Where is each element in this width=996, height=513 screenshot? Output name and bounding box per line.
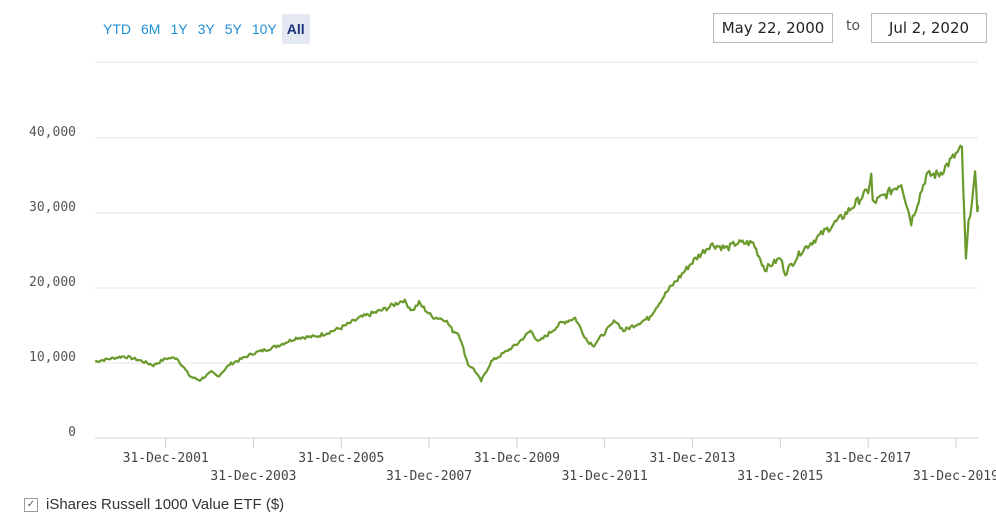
x-tick-label: 31-Dec-2013 [649, 451, 735, 466]
legend-label: iShares Russell 1000 Value ETF ($) [46, 496, 285, 513]
grid-lines [95, 61, 978, 439]
y-tick-label: 20,000 [29, 275, 76, 290]
x-tick-label: 31-Dec-2009 [474, 451, 560, 466]
x-tick-label: 31-Dec-2019 [913, 469, 996, 484]
range-button-all[interactable]: All [281, 14, 310, 44]
range-button-5y[interactable]: 5Y [224, 21, 242, 37]
date-to-input[interactable]: Jul 2, 2020 [871, 13, 987, 43]
x-tick-label: 31-Dec-2001 [123, 451, 209, 466]
range-button-10y[interactable]: 10Y [251, 21, 277, 37]
range-button-3y[interactable]: 3Y [197, 21, 215, 37]
y-tick-label: 30,000 [29, 200, 76, 215]
x-axis-labels: 31-Dec-200131-Dec-200331-Dec-200531-Dec-… [123, 438, 996, 484]
x-tick-label: 31-Dec-2003 [210, 469, 296, 484]
range-button-6m[interactable]: 6M [141, 21, 161, 37]
y-tick-label: 40,000 [29, 125, 76, 140]
x-tick-label: 31-Dec-2017 [825, 451, 911, 466]
y-axis-labels: 0 10,000 20,000 30,000 40,000 [29, 125, 76, 440]
date-range-separator: to [846, 18, 861, 34]
date-from-input[interactable]: May 22, 2000 [713, 13, 833, 43]
y-tick-label: 0 [68, 425, 76, 440]
series-line-russell-1000-value [94, 144, 980, 383]
x-tick-label: 31-Dec-2005 [298, 451, 384, 466]
range-selector: YTD 6M 1Y 3Y 5Y 10Y All [98, 14, 310, 44]
legend[interactable]: ✓ iShares Russell 1000 Value ETF ($) [24, 496, 284, 513]
x-tick-label: 31-Dec-2015 [737, 469, 823, 484]
y-tick-label: 10,000 [29, 350, 76, 365]
checkbox-icon[interactable]: ✓ [24, 497, 38, 512]
range-button-1y[interactable]: 1Y [170, 21, 188, 37]
range-button-ytd[interactable]: YTD [103, 21, 131, 37]
x-tick-label: 31-Dec-2007 [386, 469, 472, 484]
x-tick-label: 31-Dec-2011 [562, 469, 648, 484]
